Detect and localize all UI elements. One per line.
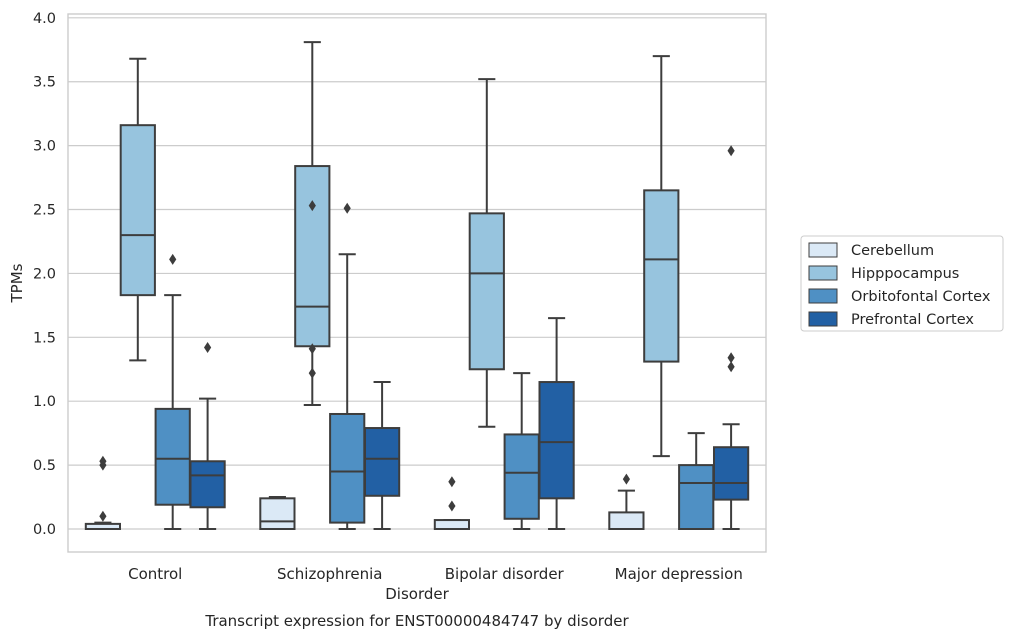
box-iqr: [154, 407, 191, 506]
boxes: [84, 41, 750, 530]
box-iqr: [189, 460, 226, 509]
box-iqr: [329, 412, 366, 524]
box-iqr: [363, 427, 401, 497]
x-tick-label: Bipolar disorder: [445, 565, 565, 583]
legend-swatch: [808, 242, 838, 258]
box-cerebellum: [433, 476, 471, 530]
outlier-point: [622, 473, 630, 485]
y-tick-labels: 0.0 0.5 1.0 1.5 2.0 2.5 3.0 3.5 4.0: [33, 11, 56, 538]
box-iqr: [538, 381, 575, 500]
outlier-point: [308, 200, 316, 212]
y-tick-label: 3.0: [33, 139, 56, 155]
outlier-point: [308, 343, 316, 355]
outlier-point: [308, 367, 316, 379]
box-cerebellum: [608, 473, 645, 530]
outlier-point: [727, 352, 735, 364]
outlier-point: [99, 510, 107, 522]
box-orbitofontal-cortex: [503, 372, 540, 530]
box-orbitofontal-cortex: [154, 253, 191, 530]
box-prefrontal-cortex: [712, 145, 750, 530]
legend-swatch: [808, 265, 838, 281]
legend-label: Hipppocampus: [851, 266, 959, 282]
box-iqr: [678, 464, 715, 530]
box-iqr: [294, 165, 331, 348]
box-iqr: [119, 124, 156, 297]
box-hipppocampus: [643, 55, 680, 458]
box-cerebellum: [84, 455, 122, 530]
y-tick-label: 0.0: [33, 522, 56, 538]
outlier-point: [727, 145, 735, 157]
plot-area-frame: [67, 13, 767, 553]
box-iqr: [468, 212, 505, 371]
box-hipppocampus: [468, 78, 505, 428]
outlier-point: [727, 361, 735, 373]
y-axis-label: TPMs: [8, 263, 26, 303]
box-cerebellum: [259, 496, 296, 530]
legend-swatch: [808, 288, 838, 304]
box-orbitofontal-cortex: [678, 432, 715, 530]
outlier-point: [448, 476, 456, 488]
x-tick-label: Schizophrenia: [277, 565, 382, 583]
box-iqr: [643, 189, 680, 363]
box-iqr: [503, 433, 540, 520]
outlier-point: [204, 342, 212, 354]
box-prefrontal-cortex: [189, 342, 226, 530]
x-tick-label: Control: [128, 565, 182, 583]
legend: Cerebellum Hipppocampus Orbitofontal Corte…: [800, 235, 1004, 332]
box-prefrontal-cortex: [363, 381, 401, 530]
outlier-point: [169, 253, 177, 265]
outlier-point: [99, 455, 107, 467]
y-tick-label: 0.5: [33, 458, 56, 474]
x-tick-labels: Control Schizophrenia Bipolar disorder Majo…: [128, 565, 743, 583]
x-tick-label: Major depression: [615, 565, 743, 583]
y-tick-label: 1.0: [33, 394, 56, 410]
legend-label: Orbitofontal Cortex: [851, 289, 991, 305]
legend-label: Cerebellum: [851, 243, 934, 259]
box-orbitofontal-cortex: [329, 202, 366, 530]
outlier-point: [343, 202, 351, 214]
box-iqr: [259, 497, 296, 530]
legend-swatch: [808, 311, 838, 327]
box-hipppocampus: [294, 41, 331, 407]
outlier-point: [448, 500, 456, 512]
chart-title: Transcript expression for ENST0000048474…: [204, 612, 629, 630]
box-iqr: [433, 519, 471, 530]
box-hipppocampus: [119, 57, 156, 362]
legend-label: Prefrontal Cortex: [851, 312, 974, 328]
y-tick-label: 2.0: [33, 266, 56, 282]
box-iqr: [608, 511, 645, 530]
y-tick-label: 2.5: [33, 203, 56, 219]
legend-frame: [800, 235, 1004, 332]
box-prefrontal-cortex: [538, 317, 575, 530]
box-iqr: [712, 446, 750, 501]
y-tick-label: 4.0: [33, 11, 56, 27]
x-axis-label: Disorder: [385, 585, 449, 603]
y-tick-label: 3.5: [33, 75, 56, 91]
y-tick-label: 1.5: [33, 330, 56, 346]
